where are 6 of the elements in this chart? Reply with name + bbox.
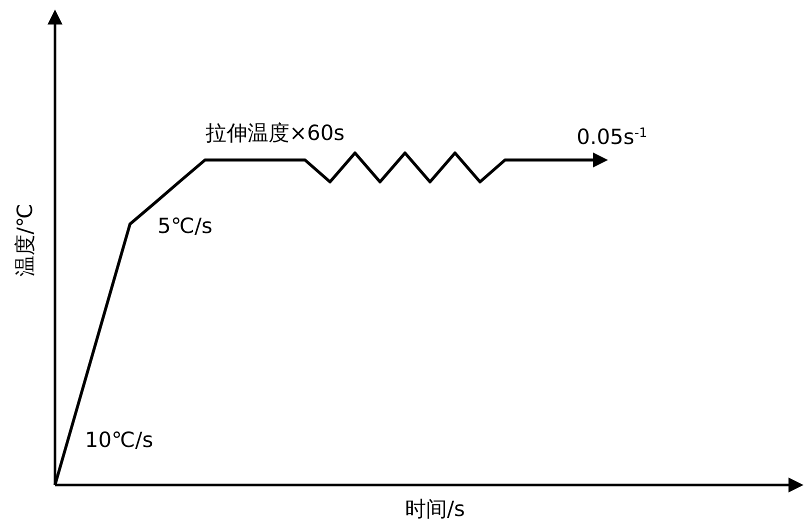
annotation: 10℃/s bbox=[84, 428, 154, 452]
y-axis-title: 温度/℃ bbox=[13, 204, 37, 276]
text: 0.05s$^{-1}$ bbox=[576, 125, 648, 149]
annotation: 5℃/s bbox=[158, 214, 212, 238]
text: 拉伸温度×60s bbox=[205, 121, 345, 145]
x-axis-title: 时间/s bbox=[404, 497, 466, 521]
